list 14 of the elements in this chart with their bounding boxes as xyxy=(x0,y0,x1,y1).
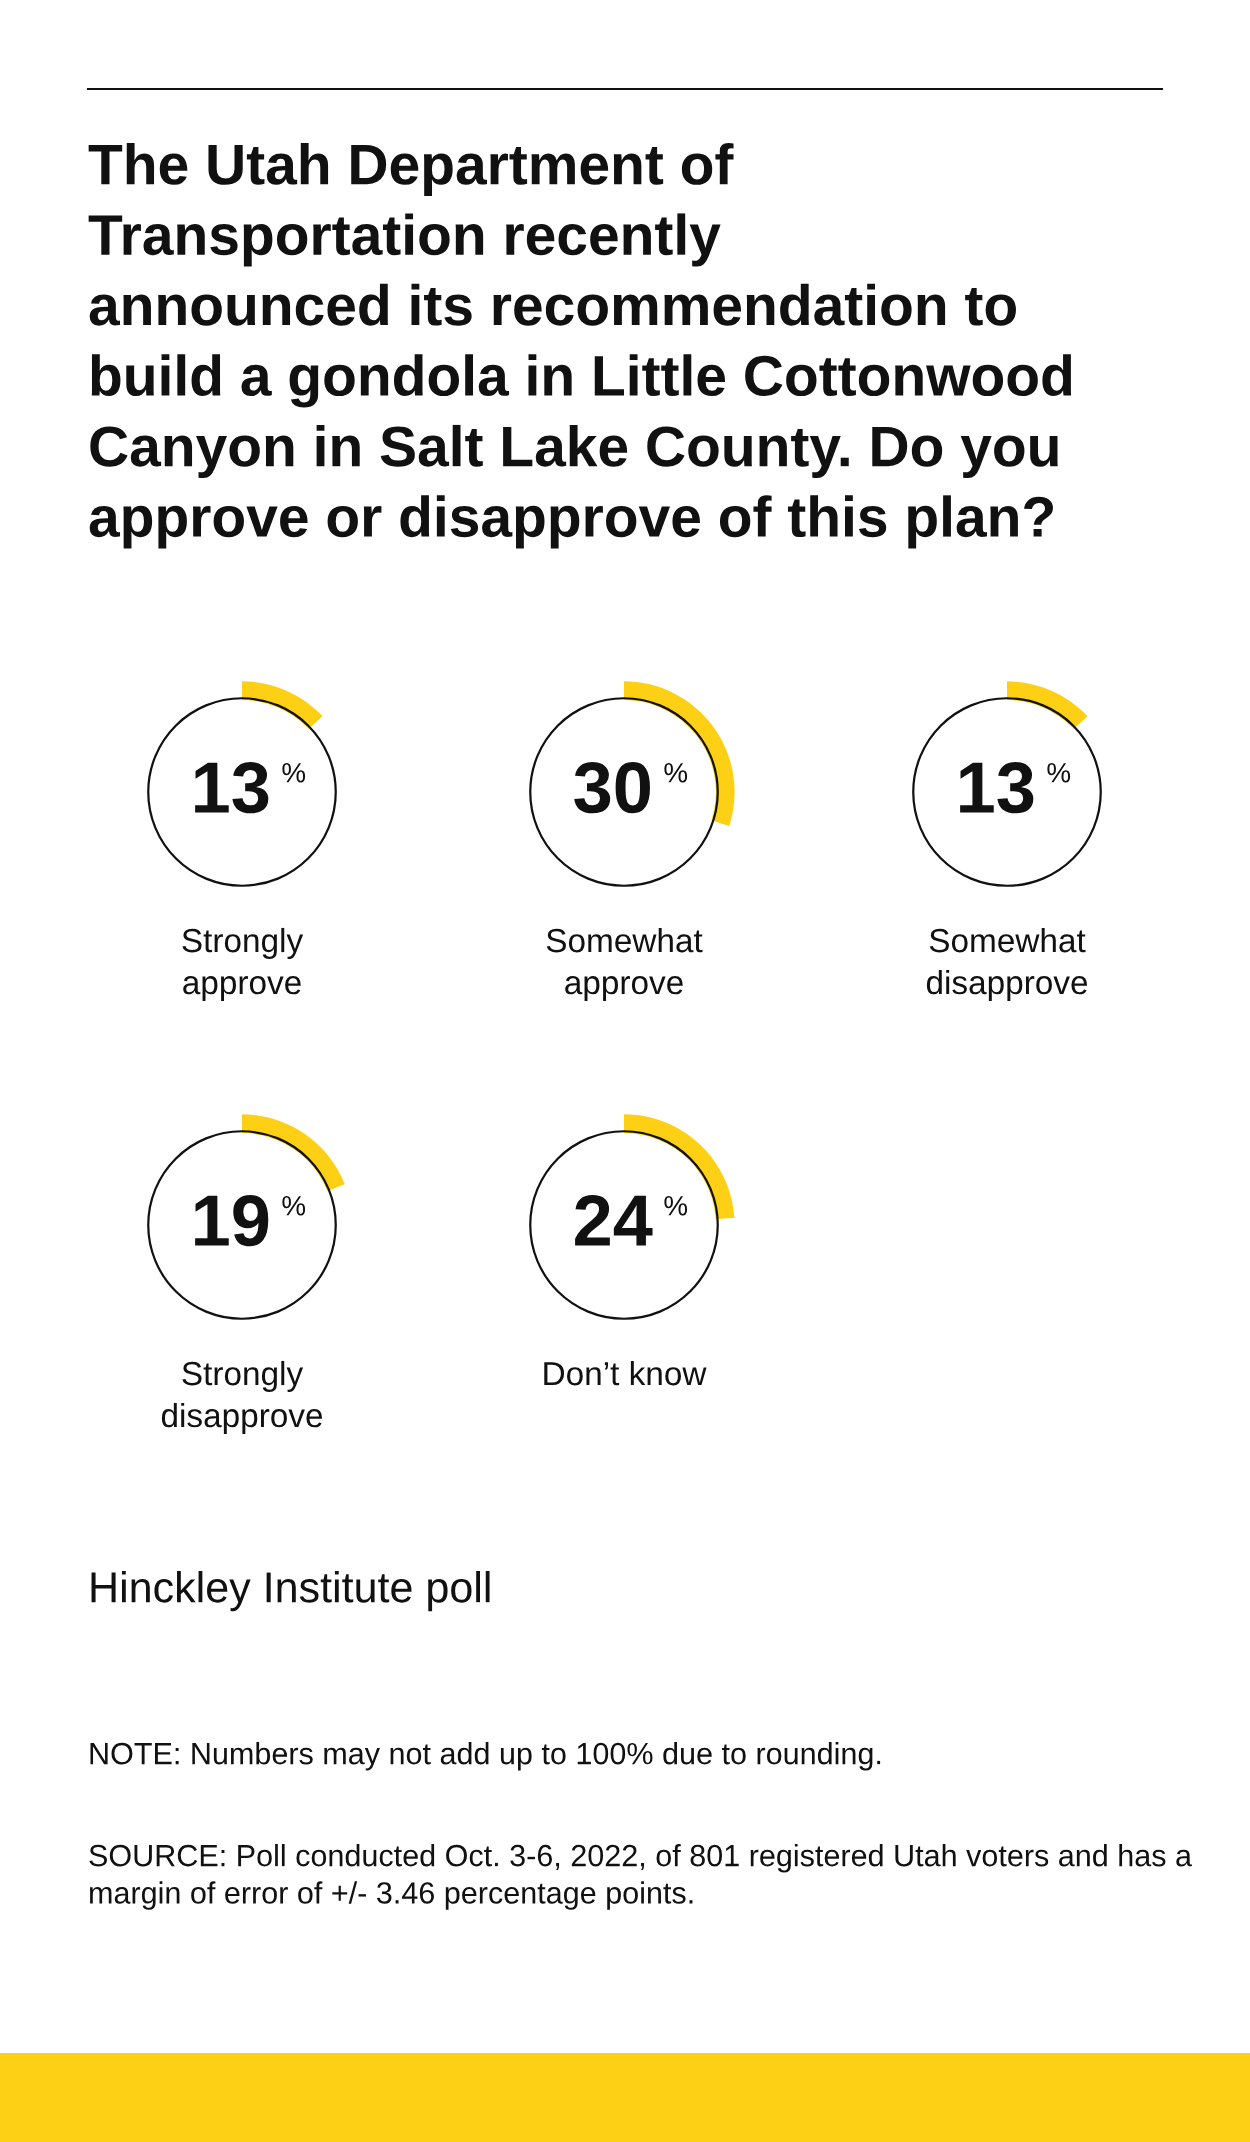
text: Strongly disapprove xyxy=(161,1360,323,1434)
text: Somewhat approve xyxy=(546,927,703,1001)
data-label: 13% xyxy=(195,762,306,814)
text: Somewhat disapprove xyxy=(926,927,1088,1001)
data-label: 13% xyxy=(960,762,1071,814)
text: Strongly approve xyxy=(182,927,304,1001)
text: Don’t know xyxy=(544,1360,707,1386)
data-label: 30% xyxy=(574,762,688,814)
source-note: SOURCE: Poll conducted Oct. 3-6, 2022, of 801 registered Utah voters and has a margin of error of +/- 3.46 percentage points. xyxy=(89,1844,1192,1910)
text: NOTE: Numbers may not add up to 100% due to rounding. xyxy=(90,1742,881,1771)
data-label: 24% xyxy=(575,1195,688,1246)
data-label: 19% xyxy=(195,1195,306,1247)
text: The Utah Department of Transportation recently announced its recommendation to build a gondola in Little Cottonwood Canyon in Salt Lake County. Do you approve or disapprove of this plan? xyxy=(88,143,1072,549)
text: Hinckley Institute poll xyxy=(91,1571,490,1612)
